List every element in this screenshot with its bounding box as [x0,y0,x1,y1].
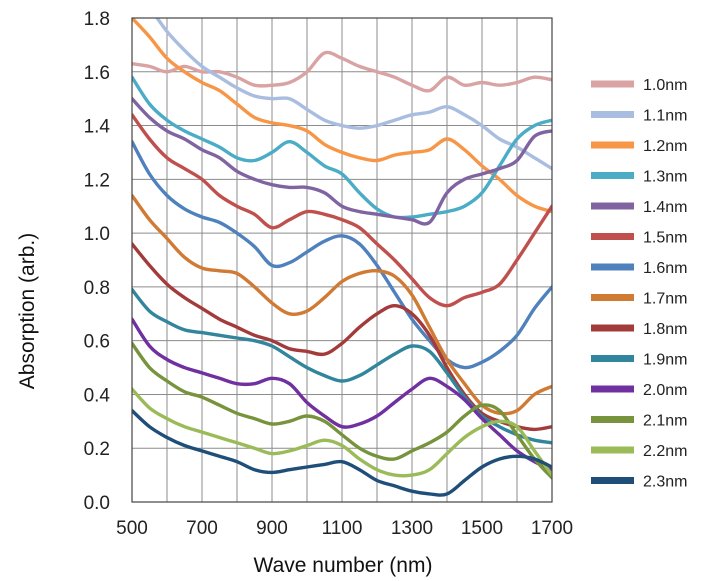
y-tick-label: 1.0 [84,224,110,245]
legend-label: 2.2nm [643,443,687,460]
legend-item: 1.9nm [591,352,687,369]
legend-label: 1.5nm [643,230,687,247]
legend-label: 1.6nm [643,260,687,277]
x-tick-label: 1300 [391,518,433,539]
legend-label: 2.3nm [643,474,687,491]
y-tick-label: 1.8 [84,9,110,30]
y-tick-labels: 0.0 0.2 0.4 0.6 0.8 1.0 1.2 1.4 1.6 1.8 [84,9,111,514]
legend-label: 1.9nm [643,352,687,369]
y-tick-label: 0.2 [84,439,110,460]
legend-item: 1.3nm [591,169,687,186]
series-line-2.2nm [132,387,552,478]
legend-item: 2.2nm [591,443,687,460]
legend: 1.0nm 1.1nm 1.2nm 1.3nm 1.4nm 1.5nm 1.6nm 1.7nm… [591,77,687,491]
legend-item: 2.0nm [591,382,687,399]
legend-label: 1.2nm [643,138,687,155]
series-lines [132,18,552,497]
legend-item: 1.6nm [591,260,687,277]
x-tick-label: 1500 [461,518,503,539]
y-tick-label: 1.4 [84,117,111,138]
legend-item: 1.8nm [591,321,687,338]
series-line-2.1nm [132,341,552,480]
x-tick-label: 1700 [531,518,573,539]
x-tick-label: 1100 [322,518,363,539]
legend-item: 1.0nm [591,77,687,94]
series-line-1.4nm [132,97,552,226]
legend-item: 1.1nm [591,108,687,125]
legend-label: 1.7nm [643,291,687,308]
legend-item: 1.5nm [591,230,687,247]
y-tick-label: 0.6 [84,332,110,353]
y-tick-label: 0.8 [84,278,110,299]
series-line-1.6nm [132,140,552,370]
y-tick-label: 1.6 [84,63,110,84]
x-tick-label: 500 [116,518,148,539]
legend-label: 1.0nm [643,77,687,94]
y-tick-label: 0.0 [84,493,110,514]
legend-label: 1.8nm [643,321,687,338]
legend-item: 1.4nm [591,199,687,216]
plot-frame [131,17,553,503]
legend-label: 2.1nm [643,413,687,430]
x-axis-title: Wave number (nm) [254,554,433,577]
legend-label: 1.4nm [643,199,687,216]
series-line-2.3nm [132,408,552,497]
legend-label: 1.3nm [643,169,687,186]
series-line-1.0nm [132,50,552,93]
legend-item: 2.3nm [591,474,687,491]
legend-item: 2.1nm [591,413,687,430]
series-line-2.0nm [132,317,552,472]
y-tick-label: 1.2 [84,170,110,191]
series-line-1.5nm [132,113,552,308]
x-tick-labels: 500 700 900 1100 1300 1500 1700 [116,518,573,539]
series-line-1.9nm [132,287,552,445]
y-tick-label: 0.4 [84,385,111,406]
series-line-1.2nm [132,18,552,214]
x-tick-label: 900 [256,518,288,539]
x-tick-label: 700 [186,518,218,539]
legend-item: 1.2nm [591,138,687,155]
y-axis-title: Absorption (arb.) [16,233,39,389]
series-line-1.8nm [132,242,552,432]
series-line-1.3nm [132,75,552,220]
legend-item: 1.7nm [591,291,687,308]
series-line-1.1nm [155,18,552,171]
legend-label: 1.1nm [643,108,687,125]
legend-label: 2.0nm [643,382,687,399]
